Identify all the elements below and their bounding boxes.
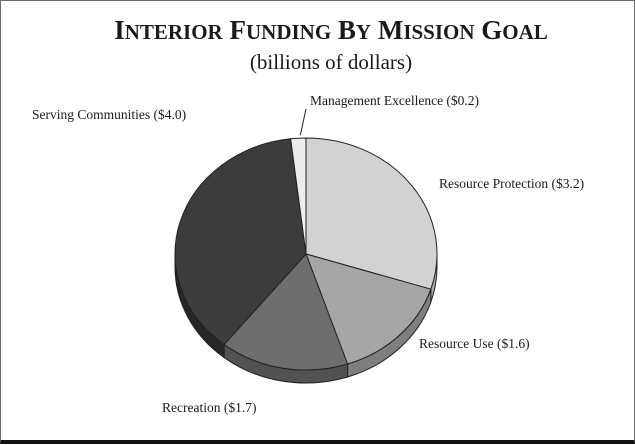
slice-label-resource-use: Resource Use ($1.6) (419, 336, 530, 351)
pie-labels: Resource Protection ($3.2) Resource Use (… (32, 93, 584, 415)
pie-slices (174, 137, 438, 371)
pie-slice-management-excellence (290, 137, 307, 255)
pie-leaders (299, 108, 307, 136)
pie-slice-serving-communities (174, 138, 307, 346)
leader-line-management-excellence (299, 108, 307, 136)
pie-slice-recreation (223, 253, 349, 371)
chart-title: INTERIOR FUNDING BY MISSION GOAL (114, 15, 548, 45)
slice-label-recreation: Recreation ($1.7) (162, 400, 256, 415)
pie-slice-resource-protection (305, 137, 438, 290)
slice-label-serving-communities: Serving Communities ($4.0) (32, 107, 186, 122)
slice-label-resource-protection: Resource Protection ($3.2) (439, 176, 584, 191)
chart-subtitle: (billions of dollars) (250, 50, 412, 74)
slice-label-management-excellence: Management Excellence ($0.2) (310, 93, 479, 108)
